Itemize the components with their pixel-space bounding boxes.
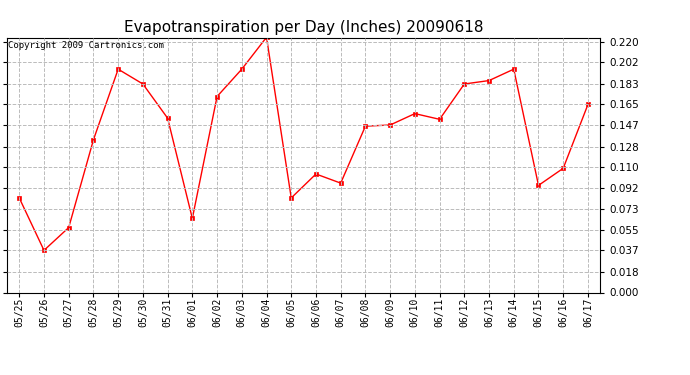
Text: Copyright 2009 Cartronics.com: Copyright 2009 Cartronics.com [8,41,164,50]
Title: Evapotranspiration per Day (Inches) 20090618: Evapotranspiration per Day (Inches) 2009… [124,20,484,35]
